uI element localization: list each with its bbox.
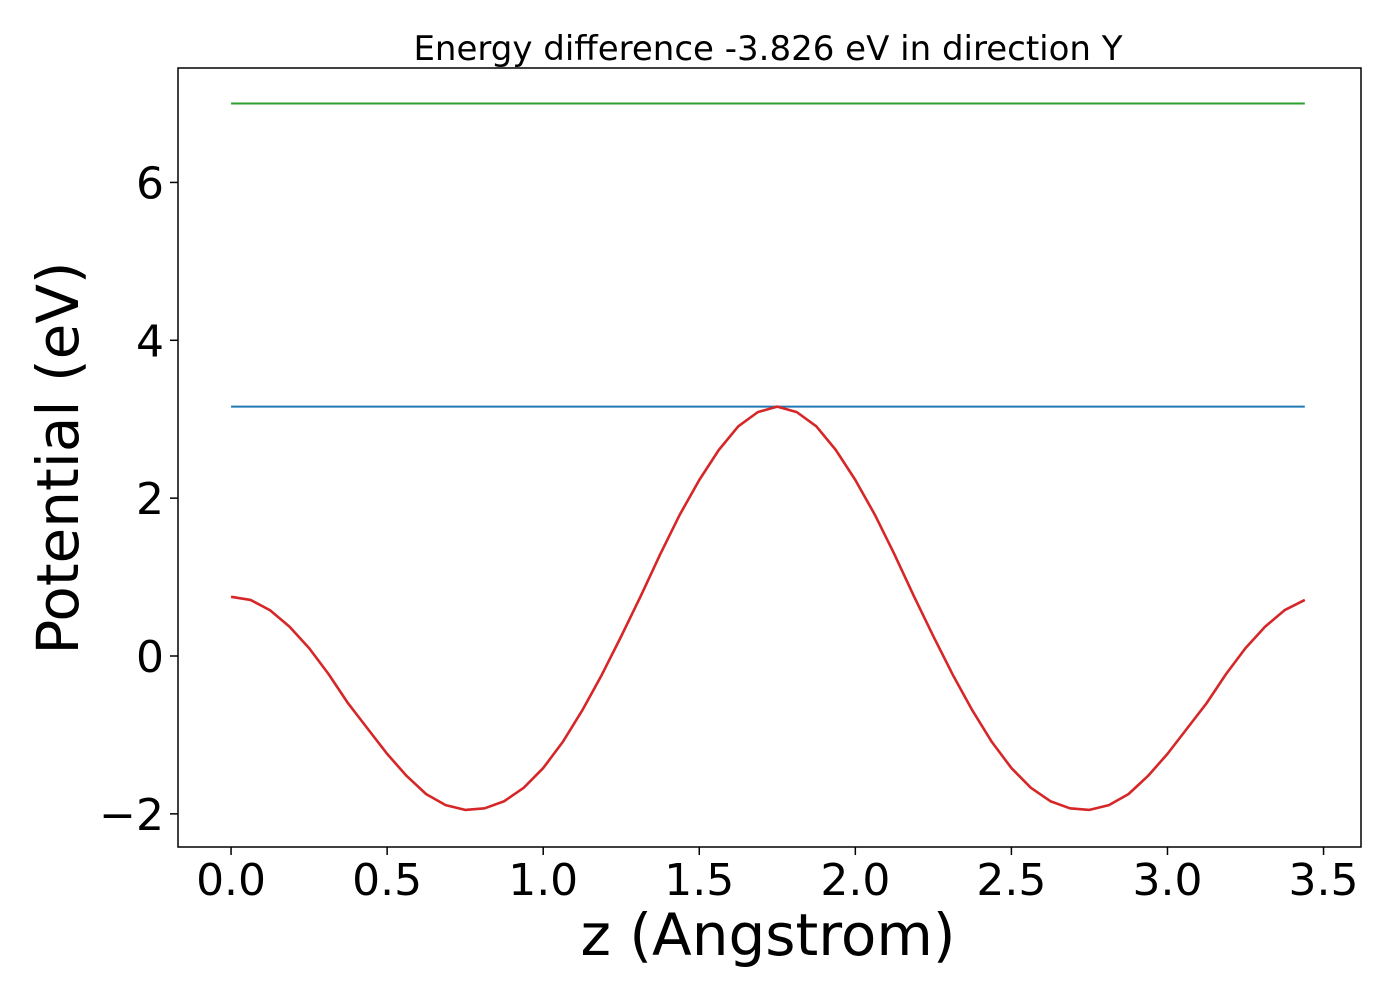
plot-frame [177, 67, 1362, 848]
y-tick-label: 6 [136, 158, 164, 209]
x-tick-label: 2.0 [820, 855, 890, 906]
y-ticks: −2 0 2 4 6 [99, 158, 178, 841]
y-tick-label: 0 [136, 632, 164, 683]
x-axis-label: z (Angstrom) [581, 901, 956, 969]
x-tick-label: 3.0 [1132, 855, 1202, 906]
x-tick-label: 1.5 [664, 855, 734, 906]
x-ticks: 0.0 0.5 1.0 1.5 2.0 2.5 3.0 3.5 [196, 847, 1359, 906]
plot-lines [230, 102, 1306, 812]
y-axis-label: Potential (eV) [24, 261, 92, 654]
x-tick-label: 0.5 [352, 855, 422, 906]
y-tick-label: −2 [99, 790, 164, 841]
x-tick-label: 2.5 [976, 855, 1046, 906]
x-tick-label: 0.0 [196, 855, 266, 906]
y-tick-label: 2 [136, 474, 164, 525]
series-line-2 [230, 405, 1306, 812]
chart-title: Energy difference -3.826 eV in direction… [413, 29, 1122, 69]
y-tick-label: 4 [136, 316, 164, 367]
x-tick-label: 3.5 [1289, 855, 1359, 906]
x-tick-label: 1.0 [508, 855, 578, 906]
